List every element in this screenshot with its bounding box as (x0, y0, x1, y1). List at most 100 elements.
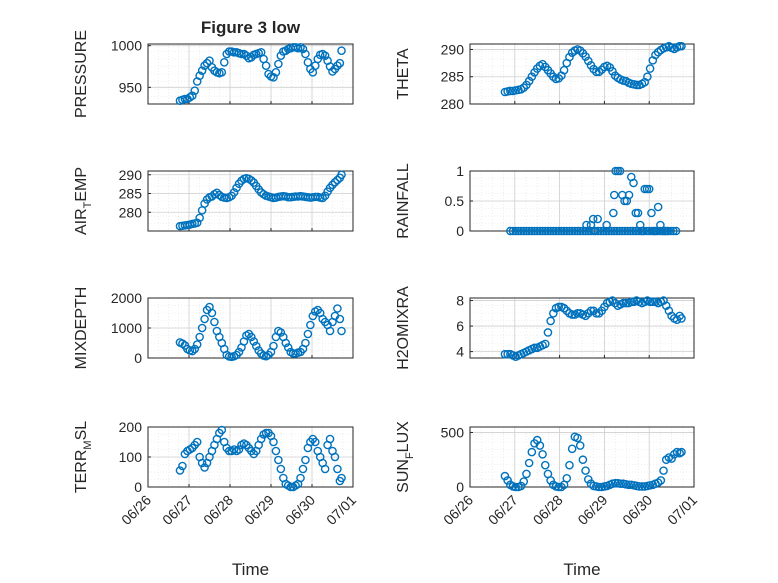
data-point (207, 308, 217, 318)
y-tick-label: 285 (441, 69, 465, 85)
data-point (609, 208, 618, 218)
data-point (192, 340, 202, 349)
data-point (643, 72, 652, 82)
y-tick-label: 0 (456, 479, 464, 495)
data-point (618, 226, 627, 236)
data-point (215, 190, 224, 200)
data-point (612, 226, 622, 236)
data-point (575, 46, 585, 55)
y-tick-label: 200 (119, 419, 143, 435)
data-point (573, 226, 582, 236)
data-point (527, 72, 537, 82)
data-point (567, 444, 577, 454)
data-point (565, 460, 574, 470)
data-point (546, 316, 555, 326)
data-point (337, 170, 346, 180)
data-point (677, 314, 686, 323)
data-point (195, 71, 204, 80)
data-point (333, 464, 342, 474)
data-point (532, 64, 542, 73)
data-point (583, 56, 593, 66)
data-point (645, 64, 655, 73)
data-point (197, 323, 207, 333)
axes-box (469, 297, 695, 359)
data-point (271, 446, 281, 456)
data-point (609, 190, 619, 200)
data-point (540, 226, 550, 236)
data-point (516, 481, 526, 491)
data-point (615, 226, 624, 236)
data-point (192, 437, 202, 447)
data-point (271, 68, 281, 77)
data-point (634, 226, 643, 236)
data-point (578, 226, 588, 236)
y-tick-label: 500 (441, 424, 465, 440)
data-point (175, 466, 185, 475)
data-point (276, 464, 286, 474)
data-point (303, 329, 313, 339)
data-point (624, 190, 634, 200)
data-point (540, 460, 550, 470)
data-point (538, 59, 547, 69)
data-point (337, 326, 346, 336)
data-point (546, 226, 555, 236)
data-point (562, 226, 572, 236)
y-tick-label: 1000 (111, 320, 142, 336)
data-point (633, 208, 643, 218)
data-point (594, 309, 604, 318)
subplot-0: 950 1000 PRESSURE Figure 3 low (73, 18, 354, 118)
data-point (543, 226, 553, 236)
y-tick-label: 8 (456, 293, 464, 309)
data-point (296, 473, 305, 483)
data-point (506, 86, 515, 96)
data-point (653, 202, 663, 212)
subplot-6: 0 100 200 TERRMSL 06/26 06/27 06/28 06/29 06/30 0… (73, 419, 359, 579)
data-point (251, 341, 261, 351)
data-point (197, 458, 207, 468)
data-point (626, 297, 636, 307)
y-tick-label: 290 (119, 167, 143, 183)
data-point (554, 302, 564, 312)
data-point (269, 437, 278, 447)
data-point (328, 67, 337, 76)
y-tick-label: 280 (119, 204, 143, 220)
data-point (559, 303, 569, 313)
data-point (567, 310, 577, 319)
axes-box (147, 170, 354, 232)
subplot-2: 280 285 290 AIRTEMP (73, 167, 354, 235)
data-point (628, 226, 638, 236)
data-point (212, 188, 222, 198)
data-point (328, 180, 337, 190)
y-tick-label: 285 (119, 186, 143, 202)
data-point (190, 344, 200, 354)
data-point (180, 94, 190, 104)
data-point (202, 58, 212, 68)
data-point (308, 311, 318, 321)
x-tick-label: 06/30 (619, 492, 655, 528)
data-point (217, 425, 227, 435)
data-point (333, 175, 342, 185)
data-point (535, 226, 545, 236)
data-point (638, 226, 647, 236)
data-point (592, 67, 601, 77)
data-point (524, 226, 534, 236)
data-point (666, 226, 676, 236)
data-point (659, 466, 668, 475)
data-point (503, 476, 512, 485)
data-point (514, 226, 523, 236)
data-point (500, 349, 510, 359)
x-tick-label: 07/01 (664, 492, 700, 528)
data-point (519, 226, 529, 236)
ylabel-7: SUNFLUX (395, 421, 416, 493)
x-tick-label: 06/28 (530, 492, 566, 528)
data-point (677, 447, 686, 457)
data-point (543, 328, 553, 337)
data-point (554, 226, 564, 236)
data-point (582, 220, 591, 230)
data-point (506, 226, 515, 236)
data-point (519, 477, 529, 486)
data-point (656, 476, 666, 485)
data-point (217, 68, 227, 77)
data-point (234, 445, 244, 454)
data-point (524, 76, 534, 86)
